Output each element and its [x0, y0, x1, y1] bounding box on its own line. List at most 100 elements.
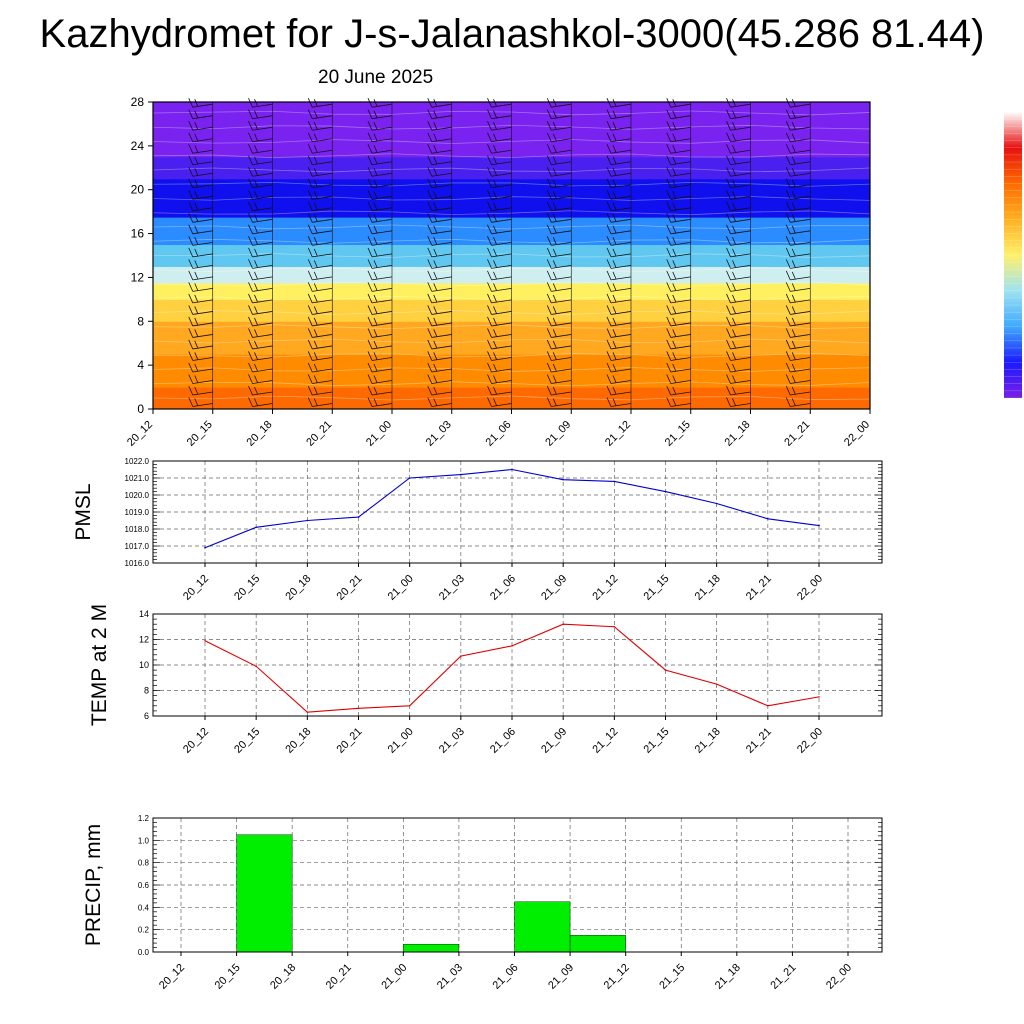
wind-barb — [785, 236, 811, 246]
wind-barb — [606, 293, 632, 304]
wind-barb — [188, 316, 213, 327]
wind-barb — [367, 201, 393, 212]
panel-frame — [152, 817, 883, 953]
wind-barb — [487, 374, 512, 384]
wind-barb — [546, 339, 572, 350]
y-tick-label: 1019.0 — [125, 508, 150, 517]
wind-barb — [487, 224, 512, 235]
data-point — [408, 477, 411, 479]
y-tick-label: 1022.0 — [125, 457, 150, 466]
wind-barb — [785, 374, 811, 384]
wind-barb — [785, 316, 811, 327]
wind-barb — [606, 167, 632, 177]
page-title: Kazhydromet for J-s-Jalanashkol-3000(45.… — [39, 12, 985, 56]
wind-barb — [666, 282, 691, 292]
wind-barb — [546, 236, 572, 246]
wind-barb — [666, 121, 691, 131]
wind-barb — [785, 132, 811, 143]
wind-barb — [367, 282, 393, 292]
wind-barb — [367, 374, 393, 384]
wind-barb — [606, 282, 632, 292]
wind-barb — [487, 109, 512, 120]
data-point — [613, 625, 616, 628]
wind-barb — [487, 270, 512, 281]
wind-barb — [487, 247, 512, 258]
y-tick-label: 8 — [144, 686, 149, 696]
wind-barb — [307, 305, 333, 315]
wind-barb — [188, 121, 213, 131]
wind-barb — [427, 374, 452, 384]
wind-barb — [307, 121, 333, 131]
wind-barb — [427, 270, 452, 281]
wind-barb — [188, 167, 213, 177]
y-axis-label: PMSL — [72, 483, 95, 540]
wind-barb — [785, 167, 811, 177]
wind-barb — [666, 316, 691, 327]
wind-barb — [188, 362, 213, 373]
wind-barb — [726, 236, 751, 246]
wind-barb — [606, 270, 632, 281]
x-tick-label: 21_18 — [723, 419, 753, 449]
y-tick-label: 12 — [131, 270, 145, 284]
x-tick-label: 20_18 — [268, 962, 298, 992]
wind-barb — [666, 190, 691, 200]
wind-barb — [726, 109, 751, 120]
wind-barb — [307, 259, 333, 269]
wind-barb — [487, 339, 512, 350]
x-tick-label: 20_12 — [157, 962, 187, 992]
y-tick-label: 1021.0 — [125, 474, 150, 483]
wind-barb — [606, 132, 632, 143]
x-tick-label: 20_18 — [245, 419, 275, 449]
wind-barb — [487, 293, 512, 304]
wind-barb — [307, 270, 333, 281]
wind-barb — [666, 178, 691, 189]
wind-barb — [546, 293, 572, 304]
wind-barb — [606, 374, 632, 384]
wind-barb — [188, 293, 213, 304]
data-point — [715, 683, 718, 685]
wind-barb — [367, 144, 393, 154]
wind-barb — [248, 178, 273, 189]
wind-barb — [726, 385, 751, 396]
y-tick-label: 8 — [137, 314, 144, 328]
wind-barb — [666, 236, 691, 246]
wind-barb — [666, 144, 691, 154]
wind-barb — [427, 155, 452, 166]
x-tick-label: 20_15 — [232, 573, 262, 603]
wind-barb — [487, 178, 512, 189]
wind-barb — [248, 121, 273, 131]
wind-barb — [427, 247, 452, 258]
wind-barb — [188, 109, 213, 120]
wind-barb — [188, 236, 213, 246]
wind-barb — [188, 270, 213, 281]
wind-barb — [307, 236, 333, 246]
wind-barb — [785, 178, 811, 189]
wind-barb — [726, 259, 751, 269]
wind-barb — [606, 385, 632, 396]
wind-barb — [546, 178, 572, 189]
wind-barb — [606, 213, 632, 223]
wind-barb — [546, 351, 572, 361]
wind-barb — [785, 305, 811, 315]
wind-barb — [487, 362, 512, 373]
wind-barb — [606, 236, 632, 246]
x-tick-label: 21_12 — [603, 419, 633, 449]
x-tick-label: 21_09 — [539, 573, 569, 603]
wind-barb — [726, 282, 751, 292]
x-tick-label: 21_15 — [642, 726, 672, 756]
data-point — [357, 516, 360, 518]
wind-barb — [427, 293, 452, 304]
y-tick-label: 1.2 — [138, 814, 150, 823]
x-tick-label: 21_00 — [386, 573, 416, 603]
x-tick-label: 21_15 — [642, 573, 672, 603]
wind-barb — [307, 167, 333, 177]
wind-barb — [427, 224, 452, 235]
wind-barb — [427, 236, 452, 246]
wind-barb — [367, 155, 393, 166]
data-point — [204, 546, 206, 549]
y-tick-label: 28 — [131, 95, 145, 109]
date-subtitle: 20 June 2025 — [318, 67, 434, 88]
wind-barb — [248, 305, 273, 315]
wind-barb — [546, 224, 572, 235]
wind-barb — [188, 328, 213, 338]
